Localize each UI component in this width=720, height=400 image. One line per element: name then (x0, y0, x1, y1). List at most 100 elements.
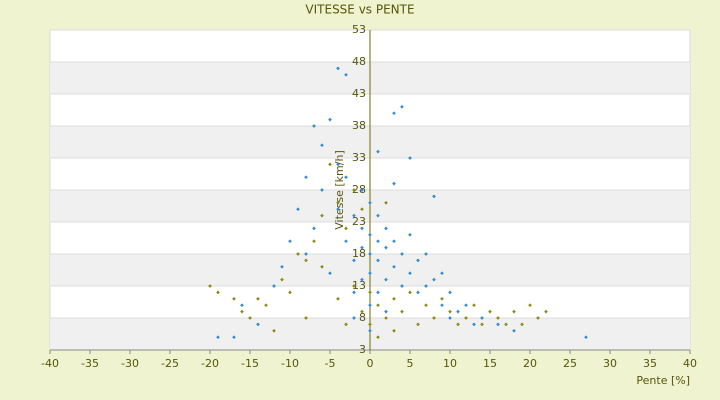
point (352, 290, 356, 295)
point (336, 207, 340, 212)
y-tick-label: 28 (352, 183, 366, 196)
point (336, 200, 340, 205)
point (464, 303, 468, 308)
point (496, 322, 500, 327)
x-tick-label: -20 (201, 357, 219, 370)
point (368, 328, 372, 333)
point (208, 284, 212, 288)
chart-title: VITESSE vs PENTE (305, 3, 414, 17)
point (336, 296, 340, 301)
point (344, 175, 348, 180)
y-tick-label: 48 (352, 55, 366, 68)
y-tick-label: 23 (352, 215, 366, 228)
point (360, 226, 364, 231)
point (368, 232, 372, 237)
x-tick-label: 30 (603, 357, 617, 370)
point (360, 188, 364, 192)
x-tick-label: 25 (563, 357, 577, 370)
point (408, 271, 412, 276)
point (368, 252, 372, 256)
y-tick-label: 18 (352, 247, 366, 260)
point (376, 239, 380, 244)
point (408, 156, 412, 160)
y-tick-label: 53 (352, 23, 366, 36)
point (432, 277, 436, 282)
point (464, 316, 468, 320)
point (448, 290, 452, 295)
point (296, 252, 300, 256)
point (304, 175, 308, 180)
point (264, 303, 268, 308)
point (456, 309, 460, 314)
point (312, 124, 316, 128)
x-tick-label: 20 (523, 357, 537, 370)
point (424, 303, 428, 308)
point (304, 252, 308, 256)
point (392, 181, 396, 186)
x-tick-label: 10 (443, 357, 457, 370)
point (336, 162, 340, 167)
point (392, 239, 396, 244)
point (480, 316, 484, 320)
point (360, 207, 364, 212)
point (368, 303, 372, 308)
point (392, 264, 396, 269)
x-tick-label: 40 (683, 357, 697, 370)
point (352, 258, 356, 263)
point (320, 264, 324, 269)
point (480, 322, 484, 327)
point (312, 226, 316, 231)
point (216, 335, 220, 340)
point (584, 335, 588, 340)
point (376, 258, 380, 263)
x-tick-label: -25 (161, 357, 179, 370)
point (360, 309, 364, 314)
point (424, 284, 428, 288)
point (352, 188, 356, 192)
point (328, 271, 332, 276)
point (416, 322, 420, 327)
point (376, 335, 380, 340)
point (352, 213, 356, 218)
point (256, 322, 260, 327)
point (376, 303, 380, 308)
point (304, 258, 308, 263)
point (352, 316, 356, 320)
point (296, 207, 300, 212)
point (320, 213, 324, 218)
point (472, 322, 476, 327)
point (400, 309, 404, 314)
point (448, 316, 452, 320)
point (344, 322, 348, 327)
point (344, 239, 348, 244)
point (368, 200, 372, 205)
point (512, 309, 516, 314)
point (504, 322, 508, 327)
y-tick-label: 8 (359, 311, 366, 324)
point (336, 66, 340, 71)
point (288, 290, 292, 295)
point (368, 290, 372, 295)
point (272, 284, 276, 288)
point (344, 72, 348, 77)
point (360, 277, 364, 282)
point (344, 226, 348, 231)
point (512, 328, 516, 333)
point (280, 264, 284, 269)
point (368, 271, 372, 276)
x-tick-label: -5 (325, 357, 336, 370)
point (408, 232, 412, 237)
x-tick-label: 35 (643, 357, 657, 370)
point (360, 245, 364, 250)
point (496, 316, 500, 320)
point (232, 335, 236, 340)
point (304, 316, 308, 320)
point (384, 245, 388, 250)
point (232, 296, 236, 301)
point (432, 316, 436, 320)
point (376, 290, 380, 295)
x-tick-label: -40 (41, 357, 59, 370)
x-tick-label: -35 (81, 357, 99, 370)
point (416, 290, 420, 295)
